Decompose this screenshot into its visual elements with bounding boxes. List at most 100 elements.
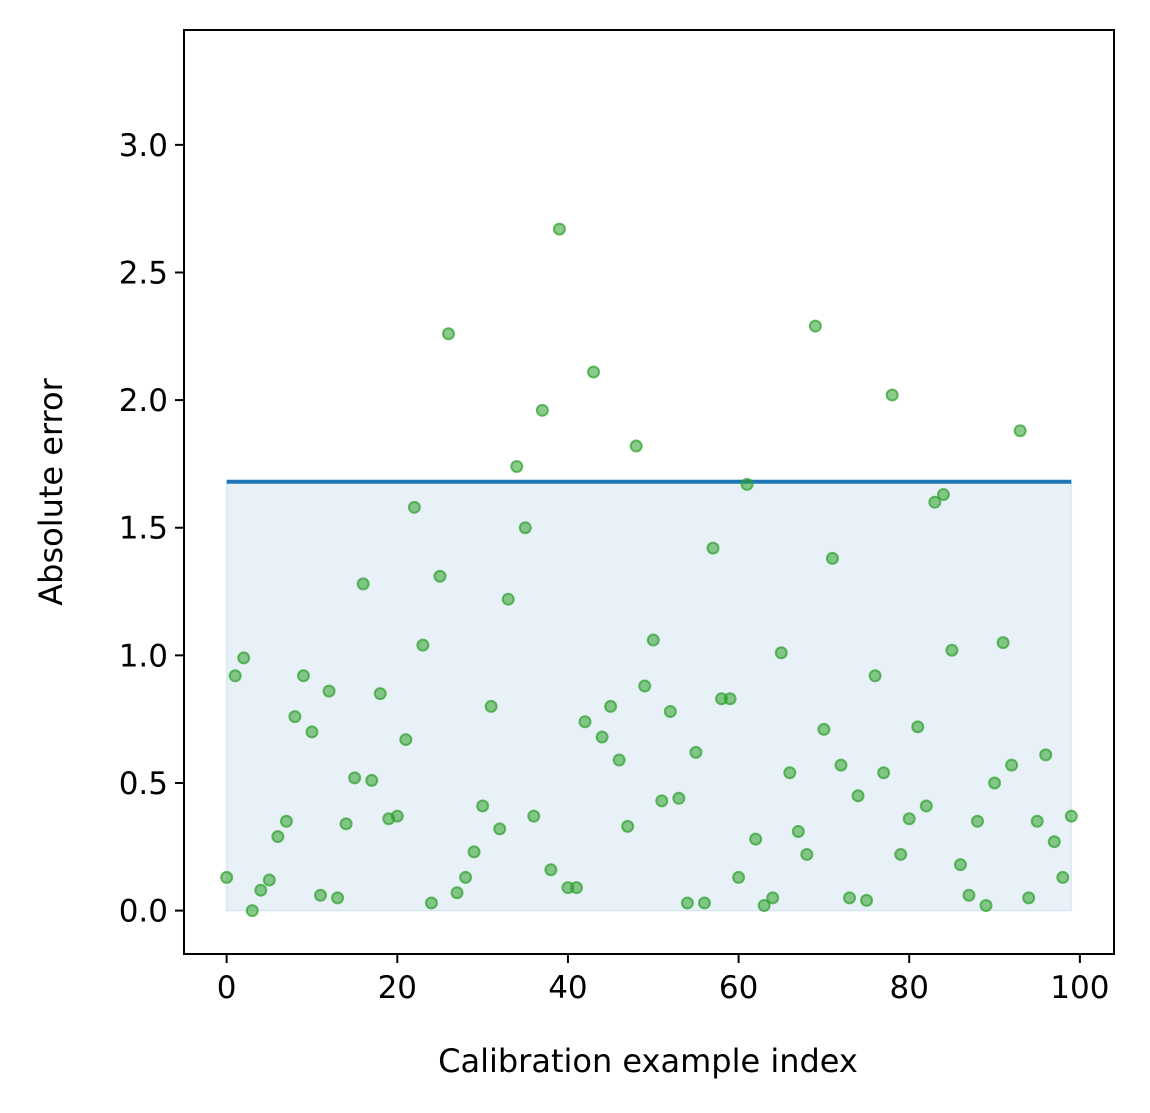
data-point	[894, 847, 908, 861]
data-point	[493, 822, 507, 836]
data-point	[322, 684, 336, 698]
data-point	[552, 222, 566, 236]
data-point	[970, 814, 984, 828]
data-point	[808, 319, 822, 333]
data-point	[569, 881, 583, 895]
data-point	[911, 720, 925, 734]
data-point	[527, 809, 541, 823]
data-point	[800, 847, 814, 861]
data-point	[621, 819, 635, 833]
data-point	[604, 699, 618, 713]
data-point	[356, 577, 370, 591]
data-point	[510, 459, 524, 473]
data-point	[424, 896, 438, 910]
data-point	[988, 776, 1002, 790]
data-point	[305, 725, 319, 739]
x-tick-label: 100	[1050, 970, 1109, 1006]
data-point	[646, 633, 660, 647]
x-tick-label: 60	[719, 970, 758, 1006]
data-point	[296, 669, 310, 683]
data-point	[544, 863, 558, 877]
data-point	[689, 745, 703, 759]
data-point	[877, 766, 891, 780]
y-tick-label: 0.0	[119, 894, 168, 930]
data-point	[587, 365, 601, 379]
data-point	[441, 327, 455, 341]
y-axis-label: Absolute error	[32, 377, 70, 605]
data-point	[228, 669, 242, 683]
data-point	[868, 669, 882, 683]
data-point	[663, 705, 677, 719]
y-tick-label: 2.5	[119, 255, 168, 291]
data-point	[1056, 870, 1070, 884]
y-tick-label: 0.5	[119, 766, 168, 802]
x-tick-label: 0	[217, 970, 237, 1006]
data-point	[416, 638, 430, 652]
x-tick-label: 40	[548, 970, 587, 1006]
data-point	[339, 817, 353, 831]
data-point	[945, 643, 959, 657]
data-point	[501, 592, 515, 606]
data-point	[518, 521, 532, 535]
data-point	[245, 904, 259, 918]
data-point	[783, 766, 797, 780]
data-point	[723, 692, 737, 706]
data-point	[476, 799, 490, 813]
data-point	[373, 687, 387, 701]
y-tick-label: 3.0	[119, 128, 168, 164]
data-point	[629, 439, 643, 453]
data-point	[672, 791, 686, 805]
data-point	[484, 699, 498, 713]
data-point	[902, 812, 916, 826]
data-point	[834, 758, 848, 772]
data-point	[279, 814, 293, 828]
data-point	[817, 722, 831, 736]
data-point	[996, 636, 1010, 650]
data-point	[638, 679, 652, 693]
data-point	[979, 899, 993, 913]
data-point	[732, 870, 746, 884]
data-point	[331, 891, 345, 905]
data-point	[459, 870, 473, 884]
data-point	[791, 824, 805, 838]
data-point	[697, 896, 711, 910]
data-point	[962, 888, 976, 902]
data-point	[612, 753, 626, 767]
data-point	[843, 891, 857, 905]
data-point	[749, 832, 763, 846]
x-axis-ticks: 0 20 40 60 80 100	[217, 954, 1109, 1006]
data-point	[595, 730, 609, 744]
data-point	[936, 488, 950, 502]
band-layer	[225, 481, 1073, 912]
data-point	[953, 858, 967, 872]
data-point	[860, 893, 874, 907]
data-point	[450, 886, 464, 900]
y-tick-label: 1.5	[119, 511, 168, 547]
data-point	[271, 830, 285, 844]
points-layer	[220, 222, 1078, 918]
data-point	[314, 888, 328, 902]
data-point	[399, 733, 413, 747]
data-point	[433, 569, 447, 583]
data-point	[1030, 814, 1044, 828]
y-tick-label: 1.0	[119, 638, 168, 674]
y-axis-ticks: 0.0 0.5 1.0 1.5 2.0 2.5 3.0	[119, 128, 184, 930]
x-axis-label: Calibration example index	[438, 1042, 858, 1080]
x-tick-label: 80	[890, 970, 929, 1006]
data-point	[365, 773, 379, 787]
data-point	[1022, 891, 1036, 905]
data-point	[220, 870, 234, 884]
threshold-band	[225, 481, 1073, 912]
data-point	[467, 845, 481, 859]
data-point	[237, 651, 251, 665]
data-point	[740, 477, 754, 491]
data-point	[254, 883, 268, 897]
data-point	[1064, 809, 1078, 823]
y-tick-label: 2.0	[119, 383, 168, 419]
data-point	[535, 403, 549, 417]
plot-frame	[183, 29, 1115, 955]
data-point	[757, 899, 771, 913]
data-point	[825, 551, 839, 565]
data-point	[885, 388, 899, 402]
